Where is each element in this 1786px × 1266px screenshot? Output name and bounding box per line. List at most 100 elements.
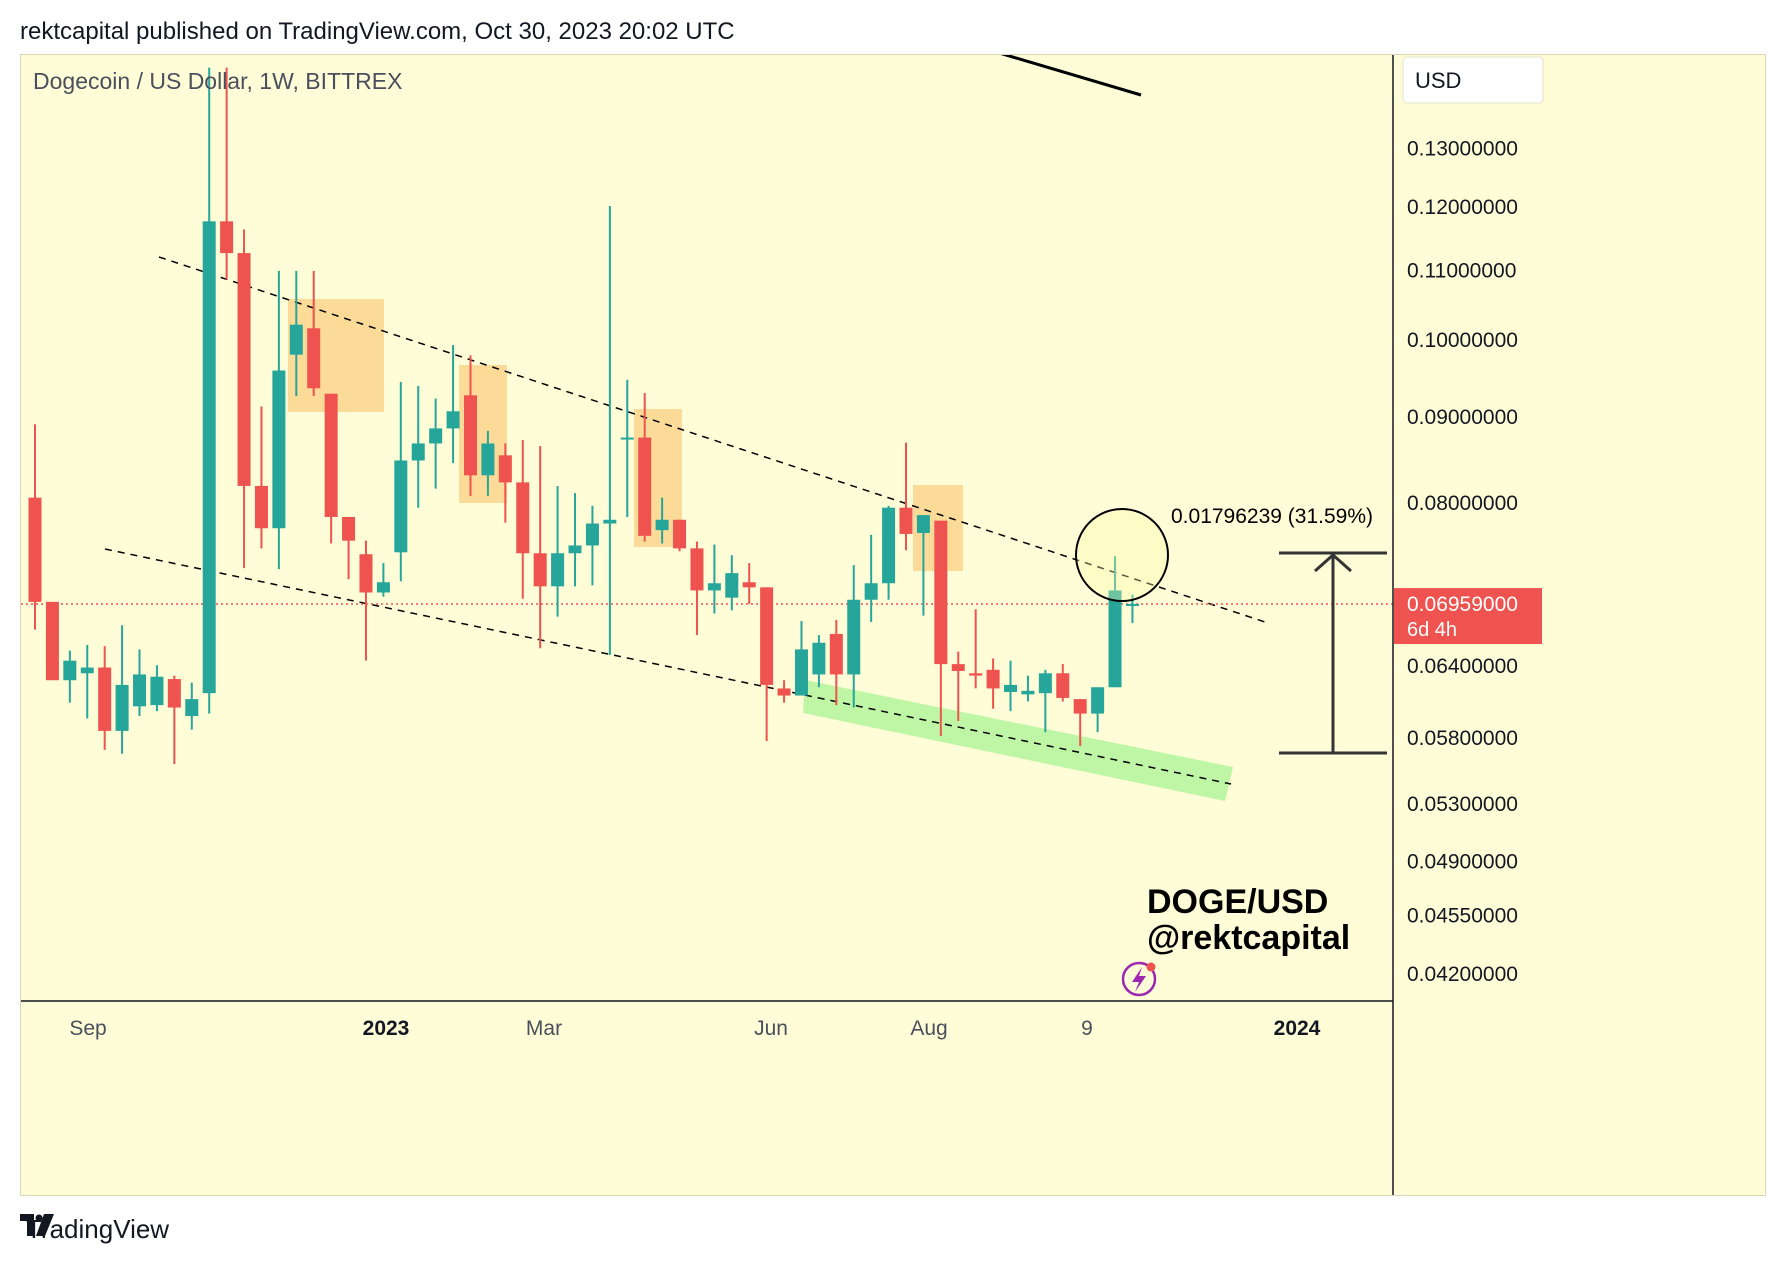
candle-body — [220, 221, 234, 254]
candle — [690, 541, 704, 636]
candle — [289, 270, 303, 397]
candle-body — [185, 699, 199, 717]
candle — [969, 609, 983, 689]
candle-body — [725, 573, 739, 598]
tradingview-footer: TradingView — [20, 1214, 169, 1245]
annotations: 0.01796239 (31.59%) — [1075, 505, 1387, 755]
candle-body — [376, 582, 390, 593]
candle-body — [45, 601, 59, 681]
candle-body — [289, 324, 303, 355]
candle — [777, 680, 791, 703]
candle — [307, 270, 321, 397]
current-price-badge: 0.06959000 6d 4h — [1394, 588, 1542, 645]
candle — [742, 563, 756, 604]
candle-body — [342, 516, 356, 541]
price-tick: 0.12000000 — [1407, 196, 1518, 219]
price-tick: 0.08000000 — [1407, 492, 1518, 515]
current-price-label: 0.06959000 — [1407, 593, 1518, 616]
candle-body — [150, 676, 164, 706]
time-tick: Jun — [754, 1017, 788, 1040]
candle-body — [1056, 673, 1070, 698]
candle — [585, 505, 599, 586]
symbol-title: Dogecoin / US Dollar, 1W, BITTREX — [33, 68, 402, 94]
time-tick: Mar — [526, 1017, 562, 1040]
candle-body — [98, 667, 112, 731]
candle-body — [690, 548, 704, 591]
candle-body — [133, 674, 147, 707]
candle — [673, 519, 687, 552]
candle — [167, 675, 181, 765]
candle — [847, 565, 861, 708]
candle-body — [916, 515, 930, 533]
candle-body — [934, 520, 948, 665]
candle — [986, 658, 1000, 709]
price-badge-bg — [1394, 588, 1542, 645]
time-tick: 2024 — [1274, 1017, 1321, 1040]
candle-body — [202, 221, 216, 694]
candle-body — [603, 519, 617, 524]
candle-body — [359, 554, 373, 593]
time-tick: Sep — [69, 1017, 106, 1040]
candle — [359, 540, 373, 661]
candle-body — [794, 649, 808, 696]
candle — [934, 520, 948, 736]
candle — [829, 619, 843, 706]
candle — [707, 544, 721, 614]
lightning-icon — [1121, 961, 1157, 997]
support-zone — [803, 680, 1233, 801]
candle-body — [1038, 673, 1052, 694]
candle — [80, 644, 94, 719]
candle — [864, 534, 878, 623]
candle-body — [481, 443, 495, 476]
candle — [655, 497, 669, 544]
price-scale[interactable]: 0.13000000 0.12000000 0.11000000 0.10000000… — [1394, 137, 1542, 986]
long-term-trendline — [1000, 55, 1142, 97]
measure-arrow-head — [1314, 552, 1352, 573]
candle-body — [620, 437, 634, 440]
candle-body — [951, 664, 965, 671]
candle — [411, 385, 425, 508]
time-axis[interactable]: Sep 2023 Mar Jun Aug 9 2024 — [69, 1017, 1320, 1040]
lower-trendline — [104, 548, 1232, 785]
candle-body — [1073, 699, 1087, 714]
candle — [446, 345, 460, 464]
candle-body — [80, 667, 94, 674]
candle — [1056, 664, 1070, 702]
candle — [63, 650, 77, 703]
candles — [28, 67, 1139, 765]
candle-body — [986, 669, 1000, 689]
candle — [1004, 660, 1018, 712]
candle-body — [760, 587, 774, 685]
breakout-circle — [1075, 508, 1169, 602]
candle-body — [847, 599, 861, 675]
candle — [916, 515, 930, 616]
candle-body — [969, 673, 983, 676]
candle-body — [63, 660, 77, 681]
candle — [394, 382, 408, 582]
candle-body — [533, 553, 547, 587]
candle-body — [254, 485, 268, 529]
candle — [725, 555, 739, 611]
candle — [115, 625, 129, 754]
candle — [603, 205, 617, 656]
publish-header: rektcapital published on TradingView.com… — [20, 18, 735, 45]
candle-body — [464, 395, 477, 476]
currency-selector[interactable]: USD — [1402, 56, 1544, 104]
candle-body — [551, 553, 565, 587]
candle — [882, 505, 896, 600]
candle — [464, 355, 477, 496]
candlestick-chart[interactable]: 0.01796239 (31.59%) Dogecoin / US Dollar… — [21, 55, 1766, 1196]
candle — [376, 563, 390, 597]
candle — [760, 587, 774, 741]
candle — [951, 651, 965, 721]
chart-area[interactable]: 0.01796239 (31.59%) Dogecoin / US Dollar… — [20, 54, 1766, 1196]
candle — [1038, 669, 1052, 733]
candle — [1108, 556, 1122, 688]
candle — [638, 392, 652, 542]
candle-body — [742, 582, 756, 588]
candle — [272, 270, 286, 570]
candle-body — [446, 411, 460, 429]
trendlines — [104, 55, 1266, 785]
candle-body — [516, 482, 530, 554]
candle — [237, 229, 251, 569]
